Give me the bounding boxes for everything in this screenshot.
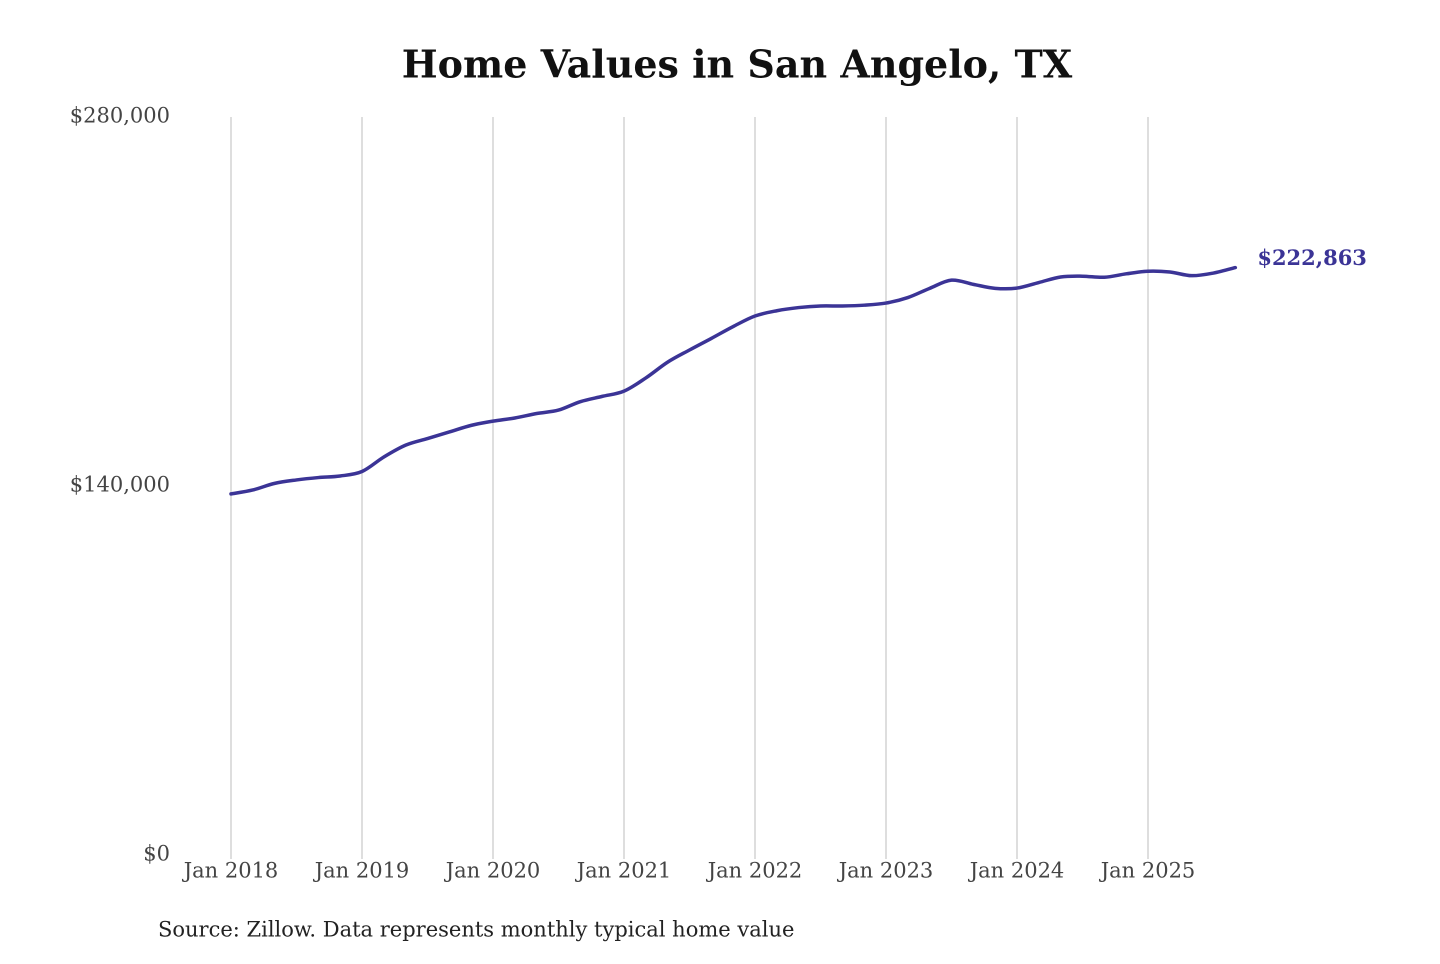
x-tick-label: Jan 2025 [1099,859,1196,883]
x-tick-label: Jan 2018 [182,859,279,883]
x-tick-label: Jan 2023 [837,859,934,883]
x-tick-label: Jan 2021 [575,859,672,883]
y-tick-label: $140,000 [70,473,170,497]
y-tick-label: $0 [143,842,170,866]
series-line [229,265,1238,496]
source-note: Source: Zillow. Data represents monthly … [158,918,794,942]
x-tick-label: Jan 2019 [313,859,410,883]
chart-title: Home Values in San Angelo, TX [402,42,1073,87]
y-tick-label: $280,000 [70,104,170,128]
x-tick-label: Jan 2020 [444,859,541,883]
x-tick-label: Jan 2024 [968,859,1065,883]
end-value-label: $222,863 [1257,245,1367,270]
x-tick-label: Jan 2022 [706,859,803,883]
